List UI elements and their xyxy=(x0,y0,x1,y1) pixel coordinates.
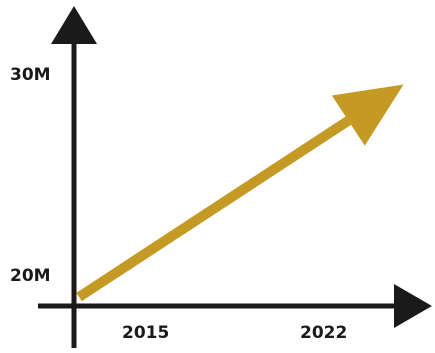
x-axis xyxy=(38,284,432,328)
y-axis-arrow-icon xyxy=(51,6,97,44)
series-arrowhead-icon-0 xyxy=(331,84,404,146)
series-layer xyxy=(76,84,404,302)
y-tick-label-30m: 30M xyxy=(10,65,51,85)
x-tick-label-2022: 2022 xyxy=(300,323,347,343)
x-tick-label-2015: 2015 xyxy=(122,323,169,343)
x-axis-arrow-icon xyxy=(394,284,432,328)
y-tick-label-20m: 20M xyxy=(10,266,51,286)
series-line-0 xyxy=(76,116,352,302)
y-axis xyxy=(51,6,97,348)
